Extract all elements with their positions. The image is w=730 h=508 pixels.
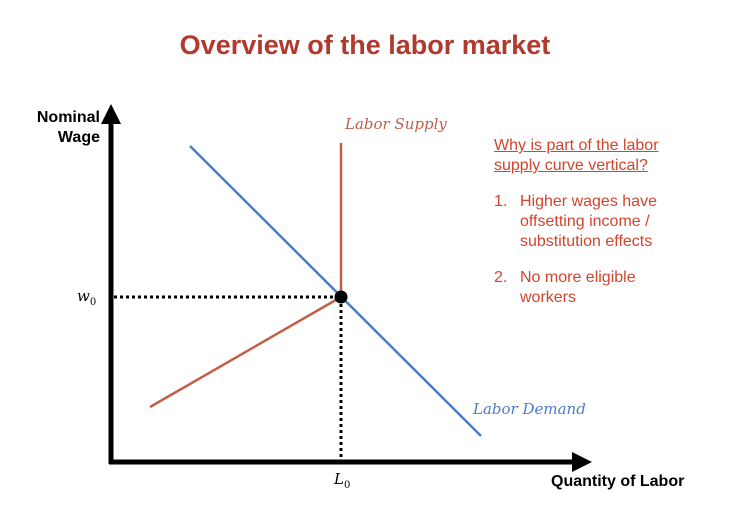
- notes-item-2: 2. No more eligible workers: [494, 268, 724, 308]
- notes-item-number: 2.: [494, 269, 508, 286]
- wage-subscript: 0: [89, 297, 97, 308]
- labor-supply-curve: [149, 143, 343, 409]
- notes-question: Why is part of the labor supply curve ve…: [494, 137, 659, 174]
- notes-item-text: Higher wages have offsetting income / su…: [520, 193, 657, 250]
- quantity-symbol: L: [334, 470, 344, 488]
- x-axis-label: Quantity of Labor: [551, 473, 685, 490]
- notes-item-1: 1. Higher wages have offsetting income /…: [494, 192, 724, 252]
- equilibrium-quantity-label: L0: [334, 470, 350, 491]
- labor-demand-curve: [189, 145, 482, 437]
- y-axis-label-line1: Nominal: [36, 109, 100, 126]
- wage-symbol: w: [77, 287, 90, 305]
- y-axis-label-line2: Wage: [57, 129, 100, 146]
- notes-item-text: No more eligible workers: [520, 269, 636, 306]
- slide-title: Overview of the labor market: [179, 30, 551, 60]
- notes-item-number: 1.: [494, 193, 508, 210]
- equilibrium-point: [334, 290, 348, 304]
- y-axis-label: Nominal Wage: [20, 108, 100, 148]
- quantity-subscript: 0: [343, 480, 351, 491]
- notes-list: 1. Higher wages have offsetting income /…: [494, 192, 724, 308]
- x-axis-arrowhead: [572, 452, 592, 472]
- equilibrium-wage-label: w0: [77, 287, 96, 308]
- labor-supply-label: Labor Supply: [345, 115, 447, 133]
- labor-demand-label: Labor Demand: [473, 400, 586, 418]
- y-axis-arrowhead: [101, 104, 121, 124]
- notes-panel: Why is part of the labor supply curve ve…: [494, 136, 724, 324]
